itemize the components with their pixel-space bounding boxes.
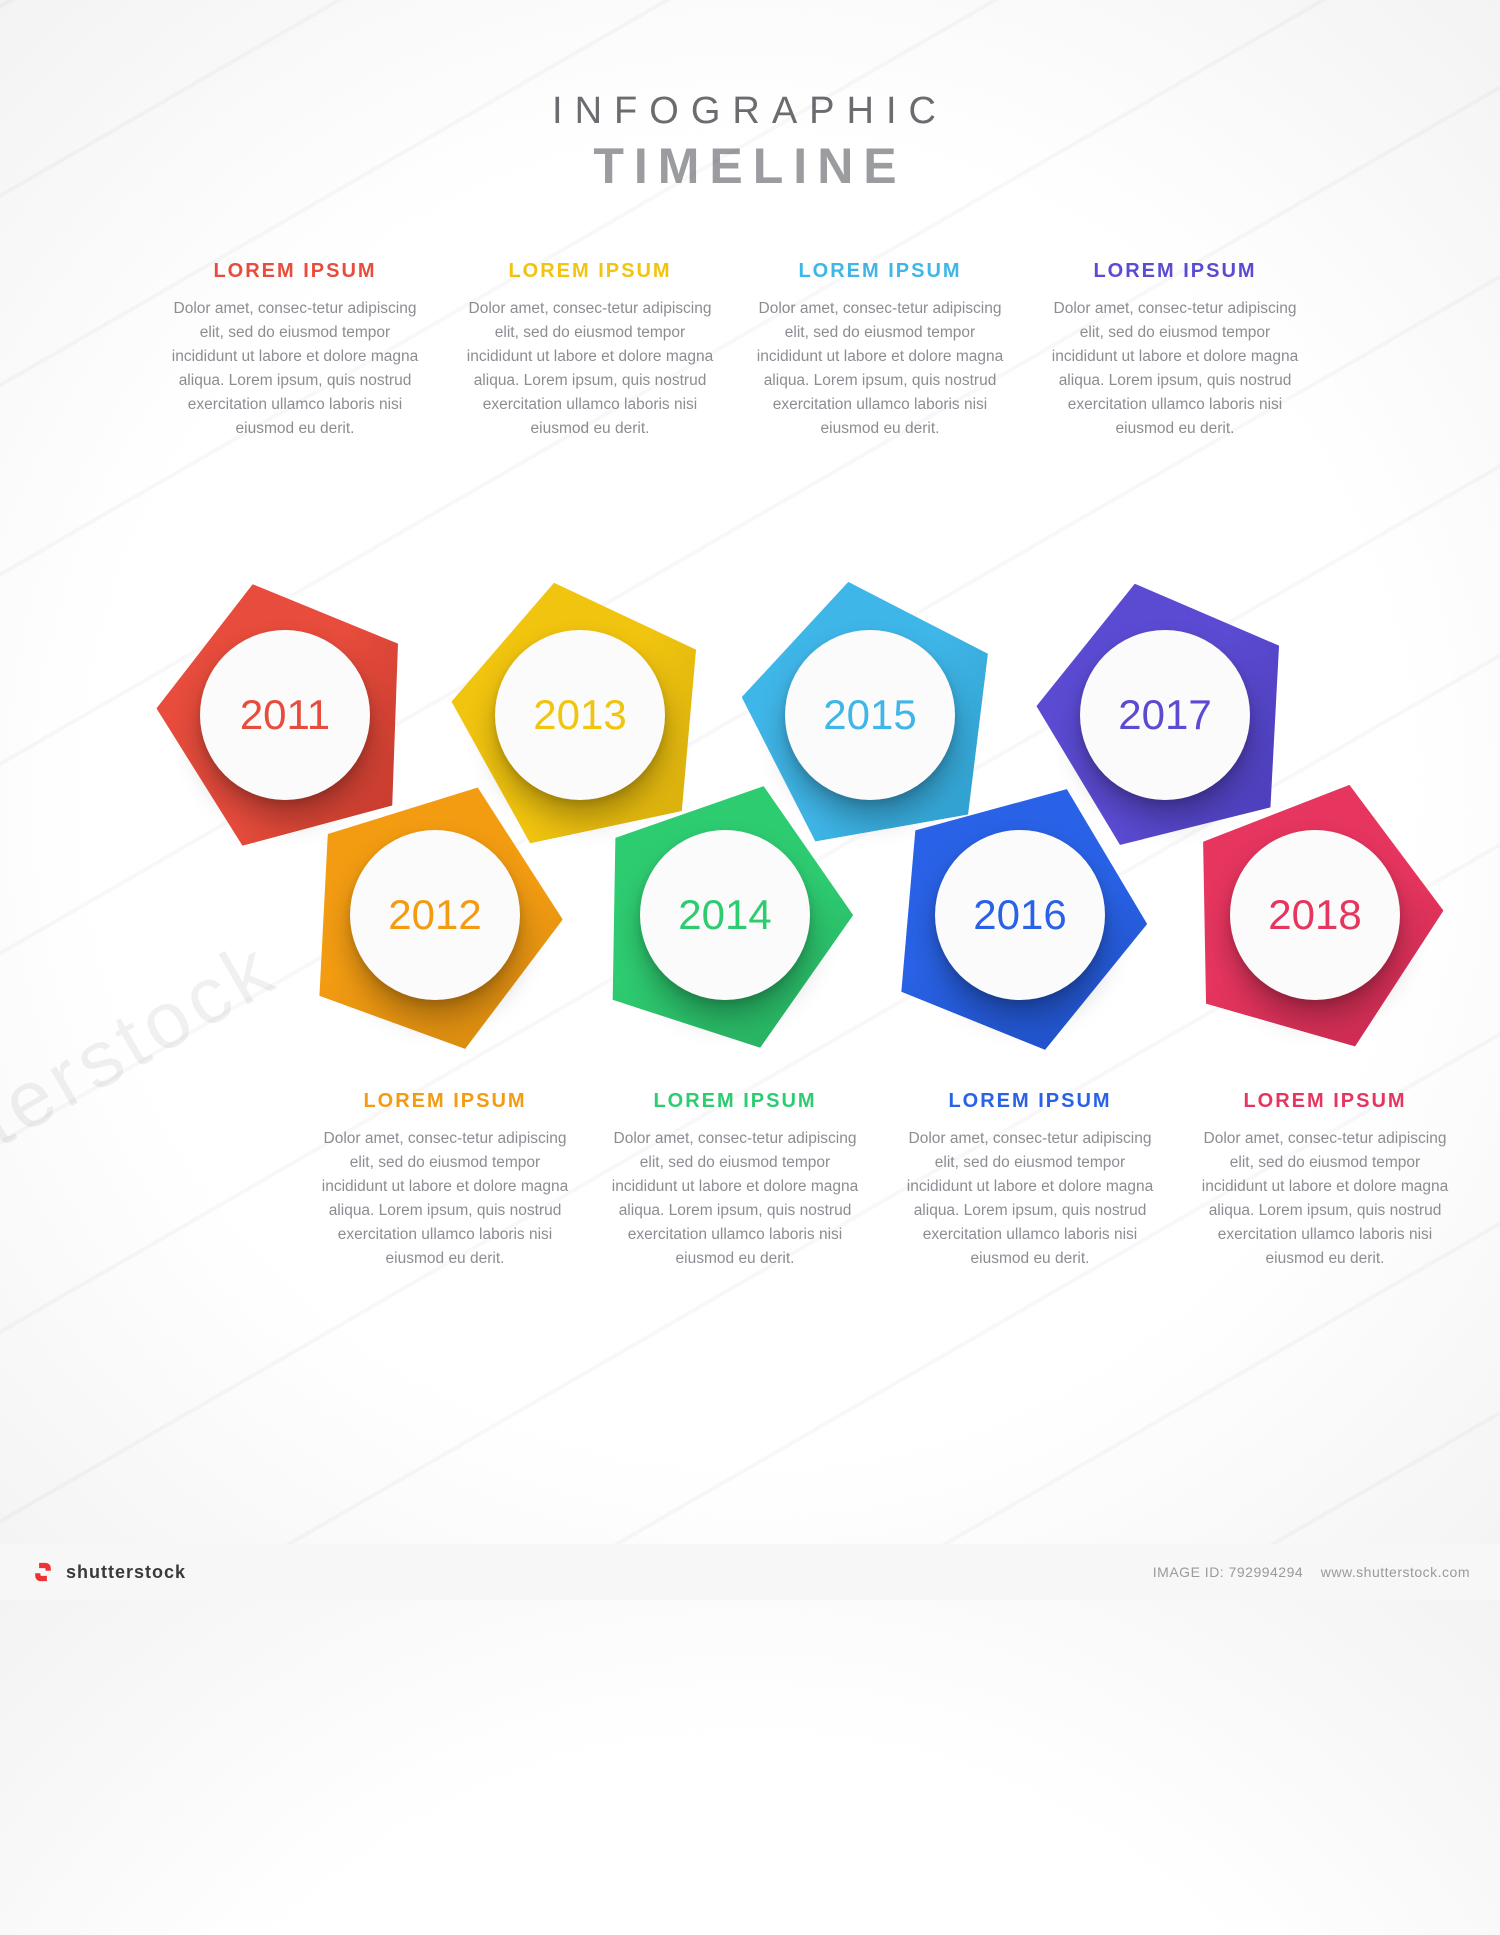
text-block-2012: LOREM IPSUM Dolor amet, consec-tetur adip… <box>315 1090 575 1271</box>
timeline-node-2018: 2018 <box>1190 780 1440 1030</box>
header-line-1: INFOGRAPHIC <box>0 90 1500 133</box>
text-block-2015: LOREM IPSUM Dolor amet, consec-tetur adip… <box>750 260 1010 441</box>
footer-meta: IMAGE ID: 792994294 www.shutterstock.com <box>1153 1564 1470 1580</box>
year-circle: 2015 <box>785 630 955 800</box>
block-title: LOREM IPSUM <box>750 260 1010 283</box>
block-body: Dolor amet, consec-tetur adipiscing elit… <box>900 1127 1160 1271</box>
year-label: 2011 <box>240 691 330 739</box>
year-label: 2013 <box>533 691 626 739</box>
block-title: LOREM IPSUM <box>605 1090 865 1113</box>
footer-bar: shutterstock IMAGE ID: 792994294 www.shu… <box>0 1544 1500 1600</box>
footer-brand-text: shutterstock <box>66 1562 186 1583</box>
year-circle: 2018 <box>1230 830 1400 1000</box>
shutterstock-logo-icon <box>30 1559 56 1585</box>
block-body: Dolor amet, consec-tetur adipiscing elit… <box>750 297 1010 441</box>
year-label: 2015 <box>823 691 916 739</box>
year-circle: 2013 <box>495 630 665 800</box>
year-circle: 2011 <box>200 630 370 800</box>
year-label: 2014 <box>678 891 771 939</box>
block-title: LOREM IPSUM <box>900 1090 1160 1113</box>
year-circle: 2016 <box>935 830 1105 1000</box>
text-block-2018: LOREM IPSUM Dolor amet, consec-tetur adip… <box>1195 1090 1455 1271</box>
block-body: Dolor amet, consec-tetur adipiscing elit… <box>315 1127 575 1271</box>
text-block-2016: LOREM IPSUM Dolor amet, consec-tetur adip… <box>900 1090 1160 1271</box>
year-circle: 2014 <box>640 830 810 1000</box>
page-header: INFOGRAPHIC TIMELINE <box>0 90 1500 195</box>
year-label: 2016 <box>973 891 1066 939</box>
block-body: Dolor amet, consec-tetur adipiscing elit… <box>1045 297 1305 441</box>
header-line-2: TIMELINE <box>0 137 1500 195</box>
block-title: LOREM IPSUM <box>1045 260 1305 283</box>
block-body: Dolor amet, consec-tetur adipiscing elit… <box>1195 1127 1455 1271</box>
text-block-2011: LOREM IPSUM Dolor amet, consec-tetur adip… <box>165 260 425 441</box>
block-title: LOREM IPSUM <box>165 260 425 283</box>
year-circle: 2012 <box>350 830 520 1000</box>
block-title: LOREM IPSUM <box>460 260 720 283</box>
text-block-2013: LOREM IPSUM Dolor amet, consec-tetur adip… <box>460 260 720 441</box>
year-circle: 2017 <box>1080 630 1250 800</box>
year-label: 2017 <box>1118 691 1211 739</box>
year-label: 2018 <box>1268 891 1361 939</box>
block-title: LOREM IPSUM <box>315 1090 575 1113</box>
footer-brand: shutterstock <box>30 1559 186 1585</box>
block-body: Dolor amet, consec-tetur adipiscing elit… <box>605 1127 865 1271</box>
year-label: 2012 <box>388 891 481 939</box>
block-body: Dolor amet, consec-tetur adipiscing elit… <box>165 297 425 441</box>
text-block-2017: LOREM IPSUM Dolor amet, consec-tetur adip… <box>1045 260 1305 441</box>
block-title: LOREM IPSUM <box>1195 1090 1455 1113</box>
block-body: Dolor amet, consec-tetur adipiscing elit… <box>460 297 720 441</box>
text-block-2014: LOREM IPSUM Dolor amet, consec-tetur adip… <box>605 1090 865 1271</box>
